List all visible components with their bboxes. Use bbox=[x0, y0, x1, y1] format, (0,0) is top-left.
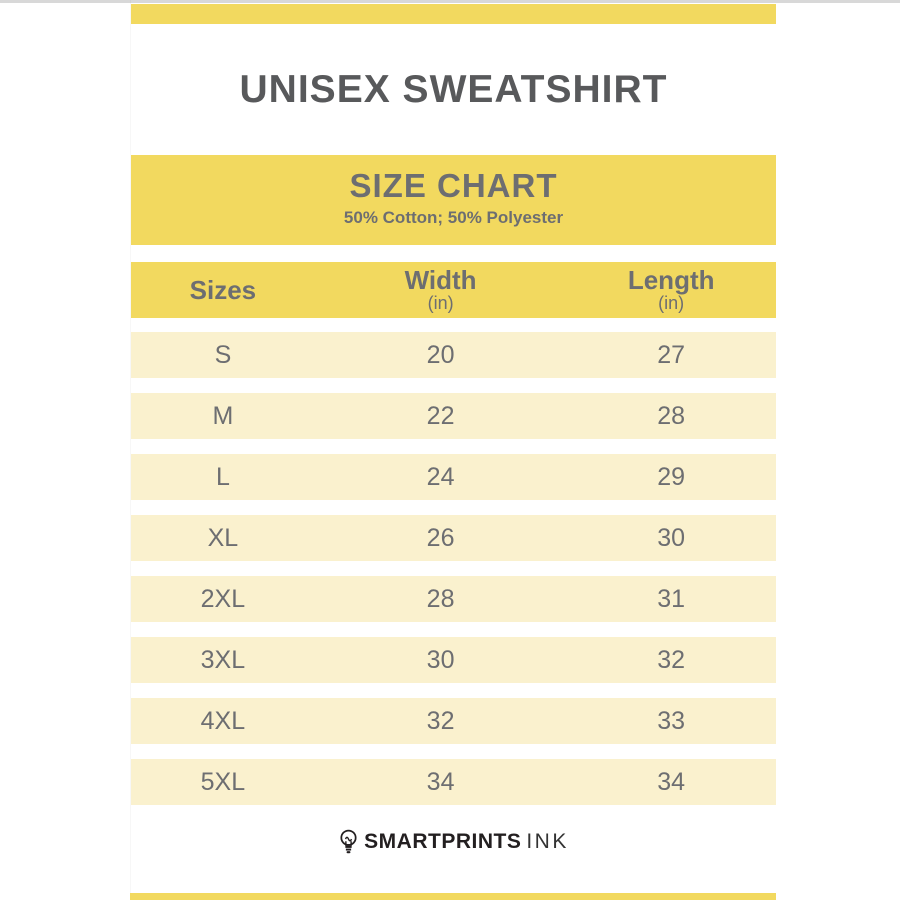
column-header-sizes-label: Sizes bbox=[189, 274, 257, 305]
size-cell: 4XL bbox=[200, 706, 246, 735]
width-cell: 26 bbox=[426, 523, 455, 552]
brand-name-secondary: INK bbox=[526, 830, 569, 853]
width-cell: 20 bbox=[426, 340, 455, 369]
table-row: M 22 28 bbox=[131, 393, 776, 439]
table-row: 2XL 28 31 bbox=[131, 576, 776, 622]
size-cell: L bbox=[215, 462, 230, 491]
table-header-row: Sizes Width (in) Length (in) bbox=[131, 262, 776, 318]
size-cell: XL bbox=[207, 523, 239, 552]
length-cell: 32 bbox=[657, 645, 686, 674]
content-column: UNISEX SWEATSHIRT SIZE CHART 50% Cotton;… bbox=[130, 0, 776, 900]
width-cell: 30 bbox=[426, 645, 455, 674]
width-cell: 24 bbox=[426, 462, 455, 491]
size-chart-header: SIZE CHART 50% Cotton; 50% Polyester bbox=[131, 155, 776, 245]
size-cell: 2XL bbox=[200, 584, 246, 613]
table-row: S 20 27 bbox=[131, 332, 776, 378]
brand-name-primary: SMARTPRINTS bbox=[364, 830, 522, 853]
width-cell: 28 bbox=[426, 584, 455, 613]
top-border-line bbox=[0, 0, 900, 3]
table-body: S 20 27 M 22 28 L 24 29 XL 26 30 2XL 28 bbox=[131, 332, 776, 820]
width-cell: 32 bbox=[426, 706, 455, 735]
column-header-sizes: Sizes bbox=[131, 274, 315, 305]
size-chart-title: SIZE CHART bbox=[349, 167, 558, 204]
column-header-width-unit: (in) bbox=[427, 293, 454, 313]
table-row: 3XL 30 32 bbox=[131, 637, 776, 683]
table-row: XL 26 30 bbox=[131, 515, 776, 561]
length-cell: 29 bbox=[657, 462, 686, 491]
column-header-length: Length (in) bbox=[566, 267, 776, 313]
width-cell: 22 bbox=[426, 401, 455, 430]
size-cell: M bbox=[212, 401, 234, 430]
brand-footer: SMARTPRINTS INK bbox=[131, 822, 776, 862]
table-row: L 24 29 bbox=[131, 454, 776, 500]
length-cell: 33 bbox=[657, 706, 686, 735]
table-row: 4XL 32 33 bbox=[131, 698, 776, 744]
column-header-length-unit: (in) bbox=[658, 293, 685, 313]
length-cell: 27 bbox=[657, 340, 686, 369]
length-cell: 30 bbox=[657, 523, 686, 552]
column-header-width-label: Width bbox=[404, 265, 477, 295]
page-title: UNISEX SWEATSHIRT bbox=[239, 68, 668, 111]
size-cell: 3XL bbox=[200, 645, 246, 674]
length-cell: 28 bbox=[657, 401, 686, 430]
size-chart-subtitle: 50% Cotton; 50% Polyester bbox=[343, 208, 564, 227]
size-cell: S bbox=[214, 340, 232, 369]
length-cell: 31 bbox=[657, 584, 686, 613]
column-header-length-label: Length bbox=[627, 265, 715, 295]
bottom-accent-bar bbox=[130, 893, 776, 900]
table-row: 5XL 34 34 bbox=[131, 759, 776, 805]
lightbulb-icon bbox=[340, 829, 357, 854]
width-cell: 34 bbox=[426, 767, 455, 796]
top-accent-bar bbox=[131, 4, 776, 24]
size-cell: 5XL bbox=[200, 767, 246, 796]
length-cell: 34 bbox=[657, 767, 686, 796]
column-header-width: Width (in) bbox=[315, 267, 567, 313]
